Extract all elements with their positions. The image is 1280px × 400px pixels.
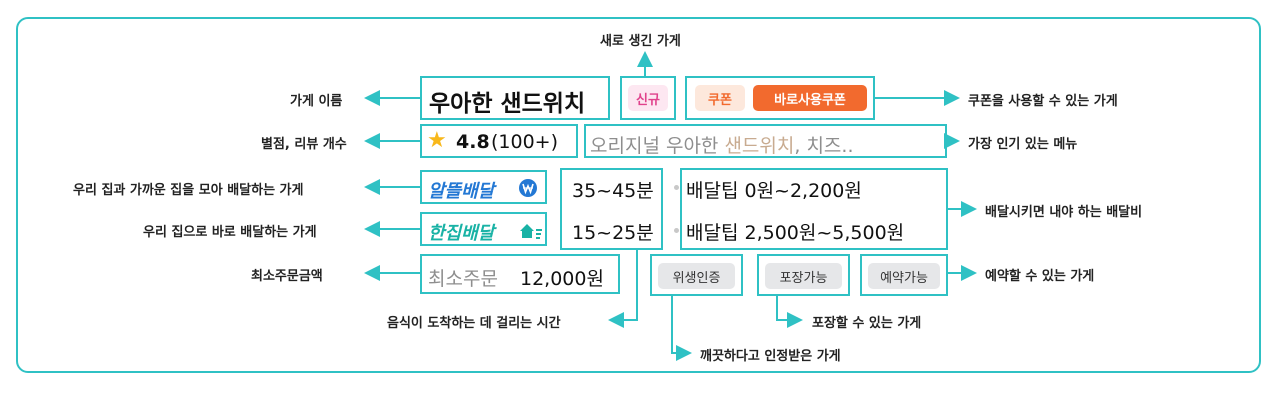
instant-coupon-badge: 바로사용쿠폰 [753, 85, 867, 111]
separator-dot [674, 185, 679, 190]
delivery-fee-box: 배달팁 0원~2,200원 배달팁 2,500원~5,500원 [680, 168, 948, 250]
rating-box: ★ 4.8 (100+) [420, 124, 578, 158]
hanjip-logo: 한집배달 [428, 223, 495, 244]
hanjip-logo-box: 한집배달 [420, 212, 547, 246]
arrow-hygiene [671, 296, 692, 361]
reservation-tag-box: 예약가능 [860, 254, 948, 296]
store-name-box: 우아한 샌드위치 [420, 76, 610, 120]
annotation-hygiene: 깨끗하다고 인정받은 가게 [700, 349, 841, 364]
hygiene-tag: 위생인증 [658, 263, 735, 289]
tip-hanjip: 배달팁 2,500원~5,500원 [686, 222, 905, 244]
time-hanjip: 15~25분 [572, 222, 654, 244]
annotation-new-store: 새로 생긴 가게 [600, 34, 681, 49]
annotation-store-name: 가게 이름 [290, 94, 343, 109]
min-order-label: 최소주문 [428, 268, 498, 290]
min-order-value: 12,000원 [520, 268, 604, 290]
min-order-box: 최소주문 12,000원 [420, 254, 620, 294]
arrow-pickup [776, 296, 803, 328]
rating-value: 4.8 [456, 131, 490, 153]
star-icon: ★ [427, 128, 447, 153]
annotation-delivery-time: 음식이 도착하는 데 걸리는 시간 [387, 316, 561, 331]
menu-rest: , 치즈.. [794, 135, 854, 157]
annotation-coupon: 쿠폰을 사용할 수 있는 가게 [968, 94, 1118, 109]
pickup-tag-box: 포장가능 [757, 254, 850, 296]
time-alddeul: 35~45분 [572, 180, 654, 202]
won-circle-icon [519, 179, 537, 197]
annotation-rating: 별점, 리뷰 개수 [261, 137, 347, 152]
alddeul-logo: 알뜰배달 [428, 181, 495, 202]
new-badge: 신규 [628, 85, 668, 111]
menu-box: 오리지널 우아한 샌드위치, 치즈.. [584, 124, 947, 158]
arrow-delivery-time [608, 250, 638, 328]
annotation-reservation: 예약할 수 있는 가게 [985, 269, 1095, 284]
separator-dot [674, 228, 679, 233]
menu-text: 오리지널 우아한 [590, 135, 725, 157]
store-name: 우아한 샌드위치 [429, 91, 586, 117]
annotation-hanjip: 우리 집으로 바로 배달하는 가게 [143, 225, 317, 240]
annotation-pickup: 포장할 수 있는 가게 [812, 316, 922, 331]
reservation-tag: 예약가능 [868, 263, 940, 289]
coupon-badge: 쿠폰 [695, 85, 745, 111]
annotation-delivery-fee: 배달시키면 내야 하는 배달비 [985, 205, 1143, 220]
review-count: (100+) [491, 131, 559, 153]
coupon-box: 쿠폰 바로사용쿠폰 [685, 76, 875, 120]
tip-alddeul: 배달팁 0원~2,200원 [686, 180, 862, 202]
hygiene-tag-box: 위생인증 [650, 254, 743, 296]
pickup-tag: 포장가능 [765, 263, 842, 289]
new-badge-box: 신규 [620, 76, 676, 120]
annotation-alddeul: 우리 집과 가까운 집을 모아 배달하는 가게 [73, 183, 304, 198]
annotation-menu: 가장 인기 있는 메뉴 [968, 137, 1078, 152]
popular-menu: 오리지널 우아한 샌드위치, 치즈.. [590, 131, 854, 158]
menu-highlight: 샌드위치 [724, 135, 795, 157]
diagram-frame [16, 17, 1261, 373]
delivery-time-box: 35~45분 15~25분 [560, 168, 663, 250]
alddeul-logo-box: 알뜰배달 [420, 170, 547, 204]
annotation-min-order: 최소주문금액 [251, 269, 323, 284]
house-speed-icon [520, 224, 542, 239]
